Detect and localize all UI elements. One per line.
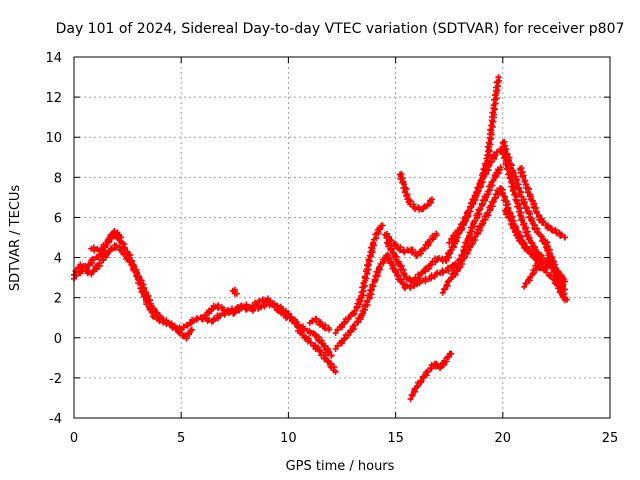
data-point-markers [521,262,547,290]
data-point-markers [332,222,386,336]
y-axis-label: SDTVAR / TECUs [8,185,23,292]
series-track-22 [542,239,571,304]
data-point-markers [396,171,435,213]
series-track-19 [517,165,568,241]
data-point-markers [542,239,571,304]
series-track-10 [384,234,461,285]
series-track-12 [396,171,435,213]
series-track-21 [521,262,547,290]
x-axis-label: GPS time / hours [286,459,395,474]
data-point-markers [199,295,339,375]
series-track-2 [71,242,185,333]
x-tick-label: 20 [495,431,512,446]
data-point-markers [384,234,461,285]
series-track-6 [229,286,240,297]
data-point-markers [332,251,459,352]
y-tick-label: 10 [45,131,62,146]
data-point-markers [71,242,185,333]
x-tick-label: 10 [280,431,297,446]
series-track-16 [439,164,504,296]
y-tick-label: 12 [45,91,62,106]
y-tick-label: 2 [54,292,62,307]
series-track-7 [306,315,333,333]
series-track-3 [88,228,125,255]
series-track-4 [178,299,335,359]
x-tick-label: 5 [177,431,185,446]
plot-frame [73,56,611,419]
data-point-markers [306,315,333,333]
data-point-markers [407,350,455,403]
y-tick-label: 0 [54,332,62,347]
y-tick-label: 6 [54,211,62,226]
series-track-11 [381,230,440,259]
y-tick-label: 14 [45,51,62,66]
series-track-5 [199,295,339,375]
data-point-markers [88,228,125,255]
x-tick-label: 15 [387,431,404,446]
y-tick-label: 8 [54,171,62,186]
x-tick-label: 25 [602,431,619,446]
chart-title: Day 101 of 2024, Sidereal Day-to-day VTE… [56,21,625,37]
data-point-markers [229,286,240,297]
y-tick-label: -2 [49,372,62,387]
data-point-markers [71,229,195,342]
data-point-markers [517,165,568,241]
series-track-13 [407,350,455,403]
x-tick-label: 0 [70,431,78,446]
y-tick-label: 4 [54,252,62,267]
data-point-markers [178,299,335,359]
series-track-1 [71,229,195,342]
data-point-markers [439,164,504,296]
series-track-9 [332,251,459,352]
series-track-8 [332,222,386,336]
y-tick-label: -4 [49,412,62,427]
data-points [71,74,571,403]
data-point-markers [381,230,440,259]
